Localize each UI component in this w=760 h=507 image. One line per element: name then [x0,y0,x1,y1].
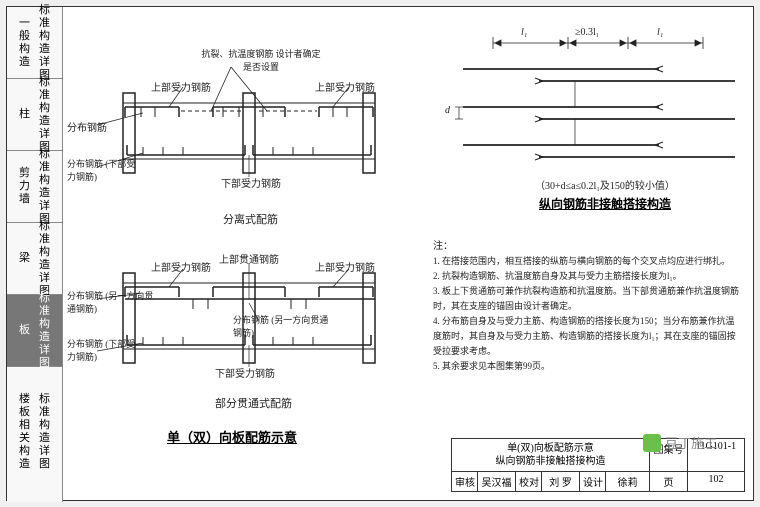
label-top-rebar-right-2: 上部受力钢筋 [315,259,375,274]
sidebar-cat: 板 [15,320,35,341]
sidebar-cat: 楼板相关构造 [15,389,35,475]
label-top-rebar-left-2: 上部受力钢筋 [151,259,211,274]
tb-title-2: 纵向钢筋非接触搭接构造 [455,455,646,468]
label-top-rebar-right-1: 上部受力钢筋 [315,79,375,94]
sidebar-item-column[interactable]: 柱 标准构造详图 [7,79,62,151]
label-mid: ≥0.3l₁ [575,27,599,38]
tb-v-audit: 吴汉福 [478,472,516,491]
notes-head: 注： [433,241,453,252]
watermark: 豆丁施工 [643,433,717,452]
note-item: 2. 抗裂构造钢筋、抗温度筋自身及其与受力主筋搭接长度为l₁。 [433,269,743,284]
label-anticrack-note: 抗裂、抗温度钢筋 设计者确定是否设置 [201,47,321,73]
note-item: 1. 在搭接范围内，相互搭接的纵筋与横向钢筋的每个交叉点均应进行绑扎。 [433,254,743,269]
tb-title-1: 单(双)向板配筋示意 [455,442,646,455]
tb-page-no: 102 [688,472,744,491]
sidebar-item-general[interactable]: 一般构造 标准构造详图 [7,7,62,79]
label-d: d [445,105,450,116]
note-item: 5. 其余要求见本图集第99页。 [433,359,743,374]
notes-block: 注： 1. 在搭接范围内，相互搭接的纵筋与横向钢筋的每个交叉点均应进行绑扎。 2… [433,239,743,374]
label-bottom-rebar-1: 下部受力钢筋 [221,175,281,190]
label-top-rebar-left-1: 上部受力钢筋 [151,79,211,94]
label-bottom-rebar-2: 下部受力钢筋 [215,365,275,380]
label-dist-mid-2: 分布钢筋 (另一方向贯通钢筋) [233,313,333,339]
sidebar-item-slab[interactable]: 板 标准构造详图 [7,295,62,367]
sidebar-item-shearwall[interactable]: 剪力墙 标准构造详图 [7,151,62,223]
watermark-text: 豆丁施工 [665,433,717,452]
caption-diagram-2: 部分贯通式配筋 [215,395,292,411]
tb-page-label: 页 [650,472,688,491]
tb-h-design: 设计 [580,472,606,491]
sidebar-item-beam[interactable]: 梁 标准构造详图 [7,223,62,295]
page-frame: 一般构造 标准构造详图 柱 标准构造详图 剪力墙 标准构造详图 梁 标准构造详图… [6,6,754,501]
sidebar-cat: 梁 [15,248,35,269]
sidebar-sub: 标准构造详图 [35,389,55,475]
sidebar-item-slab-related[interactable]: 楼板相关构造 标准构造详图 [7,367,62,497]
sidebar-cat: 剪力墙 [15,163,35,210]
label-dist-rebar-1: 分布钢筋 [67,119,107,134]
label-dist-rebar-2: 分布钢筋 (另一方向贯通钢筋) [67,289,155,315]
content-area: 抗裂、抗温度钢筋 设计者确定是否设置 上部受力钢筋 上部受力钢筋 分布钢筋 分布… [63,7,753,500]
sidebar: 一般构造 标准构造详图 柱 标准构造详图 剪力墙 标准构造详图 梁 标准构造详图… [7,7,63,502]
label-dist-rebar2-1: 分布钢筋 (下部受力钢筋) [67,157,137,183]
sidebar-cat: 一般构造 [15,13,35,73]
tb-h-check: 校对 [516,472,542,491]
sidebar-cat: 柱 [15,104,35,125]
label-l1: l₁ [521,27,527,38]
note-item: 4. 分布筋自身及与受力主筋、构造钢筋的搭接长度为150；当分布筋兼作抗温度筋时… [433,314,743,359]
label-through-rebar: 上部贯通钢筋 [219,251,279,266]
note-item: 3. 板上下贯通筋可兼作抗裂构造筋和抗温度筋。当下部贯通筋兼作抗温度钢筋时，其在… [433,284,743,314]
label-l2: l₁ [657,27,663,38]
tb-v-check: 刘 罗 [542,472,580,491]
label-dist-rebar2-2: 分布钢筋 (下部受力钢筋) [67,337,143,363]
splice-title: 纵向钢筋非接触搭接构造 [539,195,671,212]
main-title: 单（双）向板配筋示意 [167,427,297,446]
label-splice-note: （30+d≤a≤0.2l₁及150的较小值） [535,177,675,192]
sidebar-sub: 标准构造详图 [35,288,55,374]
tb-v-design: 徐莉 [606,472,650,491]
tb-h-audit: 审核 [452,472,478,491]
wechat-icon [643,434,661,452]
caption-diagram-1: 分离式配筋 [223,211,278,227]
